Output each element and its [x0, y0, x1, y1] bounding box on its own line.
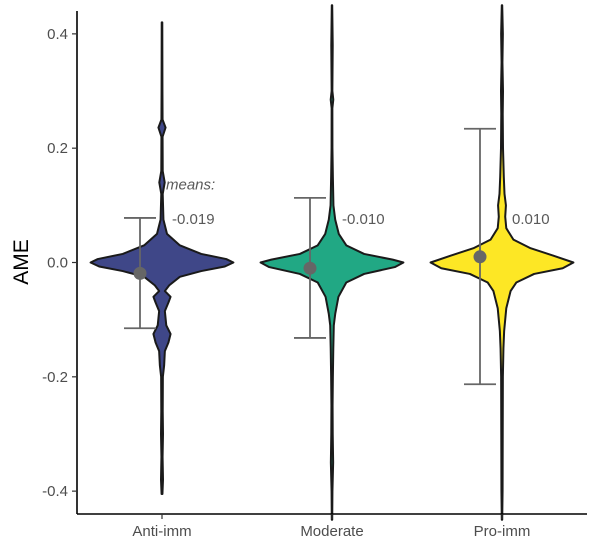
mean-point [473, 250, 487, 264]
violin-pro-imm [429, 4, 575, 521]
y-tick-label: 0.2 [47, 140, 68, 157]
x-ticks: Anti-imm Moderate Pro-imm [132, 514, 530, 540]
y-tick-label: -0.4 [42, 483, 68, 500]
violin-layer [89, 4, 575, 521]
errorbar-layer [124, 127, 496, 386]
mean-label: -0.010 [342, 211, 385, 228]
mean-label: 0.010 [512, 211, 550, 228]
violin-anti-imm [89, 21, 235, 495]
x-tick-label: Pro-imm [474, 523, 531, 540]
y-tick-label: -0.2 [42, 369, 68, 386]
x-tick-label: Moderate [300, 523, 363, 540]
y-axis-title: AME [10, 239, 33, 285]
annotation-layer: means: -0.019 -0.010 0.010 [166, 176, 550, 228]
y-ticks: 0.4 0.2 0.0 -0.2 -0.4 [42, 26, 77, 500]
mean-point [303, 261, 317, 275]
y-tick-label: 0.4 [47, 26, 68, 43]
means-heading: means: [166, 176, 215, 193]
violin-moderate [259, 4, 405, 521]
y-tick-label: 0.0 [47, 255, 68, 272]
x-tick-label: Anti-imm [132, 523, 191, 540]
mean-point [133, 266, 147, 280]
mean-label: -0.019 [172, 211, 215, 228]
